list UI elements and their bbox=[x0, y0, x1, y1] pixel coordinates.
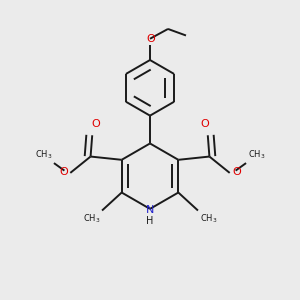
Text: CH$_3$: CH$_3$ bbox=[35, 149, 52, 161]
Text: CH$_3$: CH$_3$ bbox=[200, 212, 217, 225]
Text: O: O bbox=[232, 167, 241, 177]
Text: O: O bbox=[91, 119, 100, 129]
Text: O: O bbox=[200, 119, 209, 129]
Text: CH$_3$: CH$_3$ bbox=[83, 212, 101, 225]
Text: H: H bbox=[146, 216, 154, 226]
Text: O: O bbox=[59, 167, 68, 177]
Text: O: O bbox=[146, 34, 155, 44]
Text: CH$_3$: CH$_3$ bbox=[248, 149, 265, 161]
Text: N: N bbox=[146, 205, 154, 214]
